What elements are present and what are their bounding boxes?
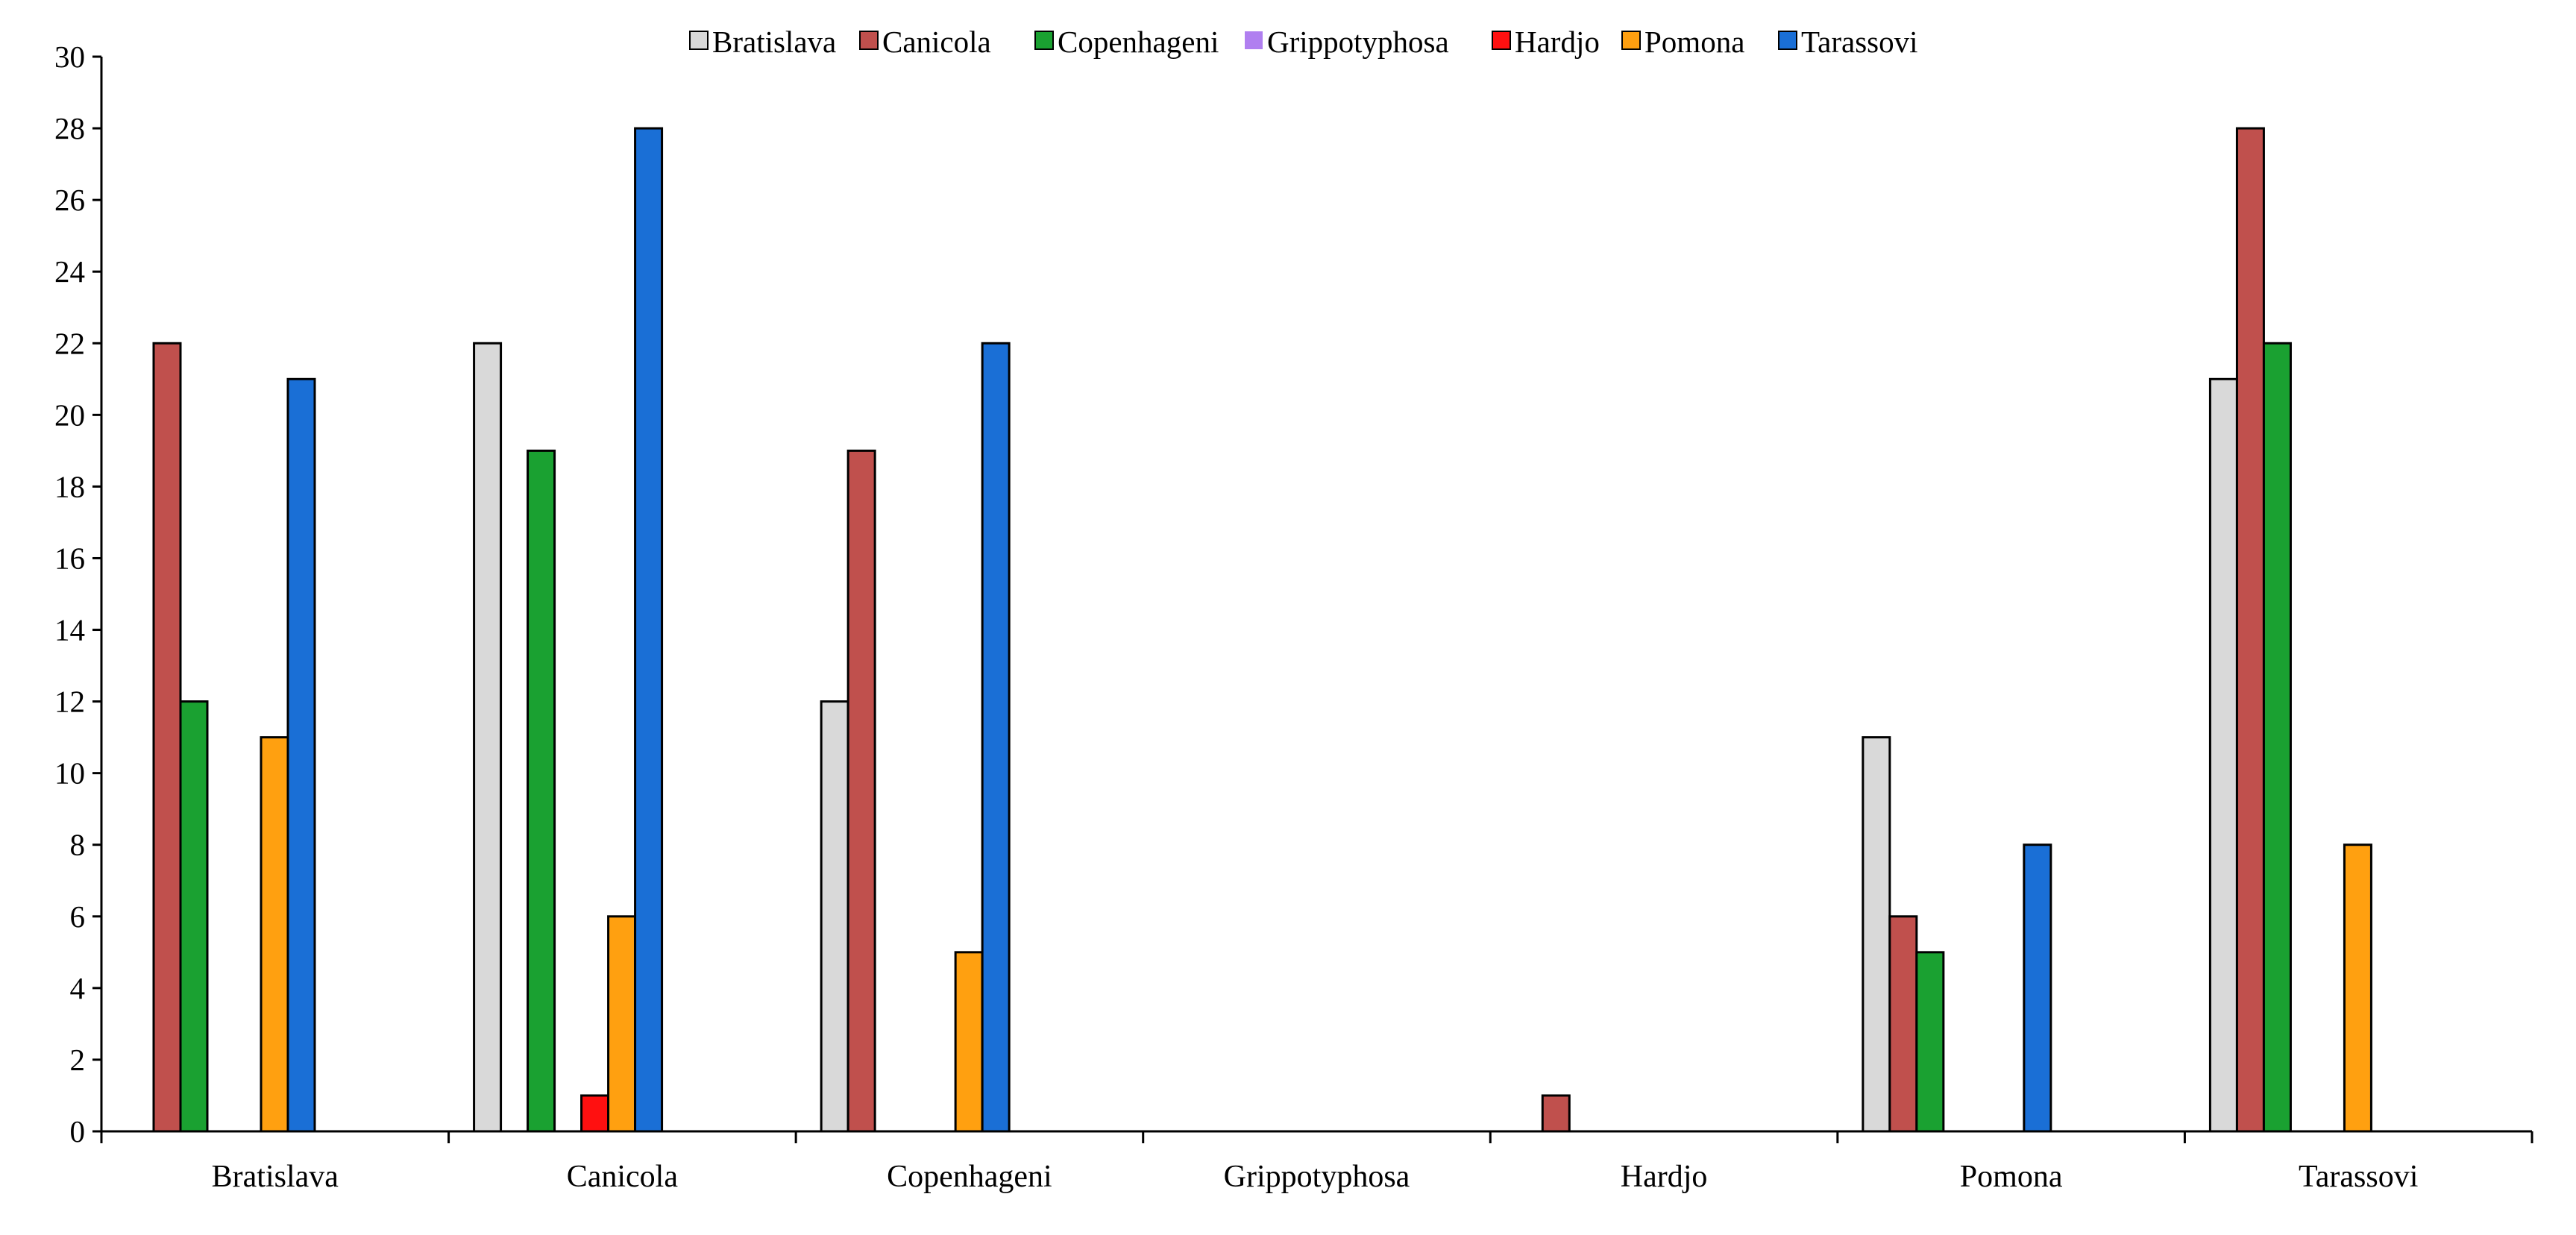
y-tick-label: 6 bbox=[70, 899, 86, 934]
bar-copenhageni-pomona bbox=[954, 951, 984, 1133]
y-tick-label: 28 bbox=[54, 111, 85, 145]
y-tick-label: 24 bbox=[54, 254, 85, 289]
legend-label-canicola: Canicola bbox=[882, 25, 991, 59]
y-tick-label: 12 bbox=[54, 685, 85, 719]
y-tick-label: 4 bbox=[70, 971, 86, 1005]
y-tick-label: 10 bbox=[54, 756, 85, 791]
bar-tarassovi-pomona bbox=[2343, 843, 2372, 1133]
bar-pomona-copenhageni bbox=[1915, 951, 1945, 1133]
bar-canicola-copenhageni bbox=[527, 449, 556, 1133]
legend-label-hardjo: Hardjo bbox=[1515, 25, 1600, 59]
x-tick-label-tarassovi: Tarassovi bbox=[2299, 1160, 2418, 1194]
legend-item-tarassovi: Tarassovi bbox=[1778, 25, 1918, 59]
bar-canicola-tarassovi bbox=[634, 127, 664, 1133]
bar-copenhageni-canicola bbox=[846, 449, 876, 1133]
y-tick-label: 26 bbox=[54, 183, 85, 217]
bar-bratislava-canicola bbox=[152, 342, 182, 1133]
legend-label-copenhageni: Copenhageni bbox=[1058, 25, 1219, 59]
legend-label-grippotyphosa: Grippotyphosa bbox=[1267, 25, 1449, 59]
x-tick-label-hardjo: Hardjo bbox=[1621, 1160, 1708, 1194]
legend-swatch-grippotyphosa bbox=[1245, 31, 1263, 49]
bars bbox=[152, 127, 2372, 1133]
x-tick-label-grippotyphosa: Grippotyphosa bbox=[1224, 1160, 1410, 1194]
y-tick-label: 30 bbox=[54, 40, 85, 74]
bar-canicola-bratislava bbox=[473, 342, 503, 1133]
y-tick-label: 8 bbox=[70, 828, 86, 862]
x-axis: Bratislava Canicola Copenhageni Grippotypho… bbox=[100, 1130, 2533, 1194]
y-tick-label: 2 bbox=[70, 1043, 86, 1077]
legend: Bratislava Canicola Copenhageni Grippotypho… bbox=[689, 25, 1918, 59]
y-tick-label: 20 bbox=[54, 397, 85, 432]
x-tick-label-canicola: Canicola bbox=[567, 1160, 679, 1194]
y-tick-label: 14 bbox=[54, 613, 85, 647]
legend-item-copenhageni: Copenhageni bbox=[1034, 25, 1219, 59]
legend-label-bratislava: Bratislava bbox=[712, 25, 836, 59]
legend-swatch-pomona bbox=[1621, 31, 1641, 50]
legend-item-grippotyphosa: Grippotyphosa bbox=[1245, 25, 1449, 59]
legend-item-hardjo: Hardjo bbox=[1492, 25, 1600, 59]
bar-tarassovi-canicola bbox=[2235, 127, 2265, 1133]
bar-tarassovi-copenhageni bbox=[2262, 342, 2292, 1133]
legend-swatch-tarassovi bbox=[1778, 31, 1797, 50]
bar-copenhageni-bratislava bbox=[820, 700, 849, 1133]
legend-swatch-copenhageni bbox=[1034, 31, 1054, 50]
y-tick-label: 22 bbox=[54, 326, 85, 360]
y-tick-label: 16 bbox=[54, 541, 85, 575]
bar-pomona-canicola bbox=[1888, 915, 1918, 1133]
bar-bratislava-copenhageni bbox=[179, 700, 209, 1133]
legend-item-bratislava: Bratislava bbox=[689, 25, 836, 59]
bar-bratislava-tarassovi bbox=[286, 377, 316, 1133]
bar-bratislava-pomona bbox=[260, 736, 289, 1133]
legend-item-canicola: Canicola bbox=[859, 25, 991, 59]
bar-pomona-tarassovi bbox=[2023, 843, 2052, 1133]
bar-canicola-pomona bbox=[607, 915, 637, 1133]
y-tick-label: 18 bbox=[54, 469, 85, 503]
bar-copenhageni-tarassovi bbox=[981, 342, 1011, 1133]
x-tick-label-bratislava: Bratislava bbox=[212, 1160, 339, 1194]
legend-label-tarassovi: Tarassovi bbox=[1801, 25, 1918, 59]
x-tick-label-pomona: Pomona bbox=[1960, 1160, 2063, 1194]
legend-swatch-canicola bbox=[859, 31, 879, 50]
legend-swatch-hardjo bbox=[1492, 31, 1511, 50]
legend-swatch-bratislava bbox=[689, 31, 709, 50]
bar-canicola-hardjo bbox=[580, 1094, 610, 1133]
bar-tarassovi-bratislava bbox=[2208, 377, 2238, 1133]
x-tick-label-copenhageni: Copenhageni bbox=[887, 1160, 1052, 1194]
bar-hardjo-canicola bbox=[1541, 1094, 1571, 1133]
bar-pomona-bratislava bbox=[1862, 736, 1891, 1133]
legend-label-pomona: Pomona bbox=[1644, 25, 1744, 59]
legend-item-pomona: Pomona bbox=[1621, 25, 1744, 59]
y-tick-label: 0 bbox=[70, 1114, 86, 1148]
